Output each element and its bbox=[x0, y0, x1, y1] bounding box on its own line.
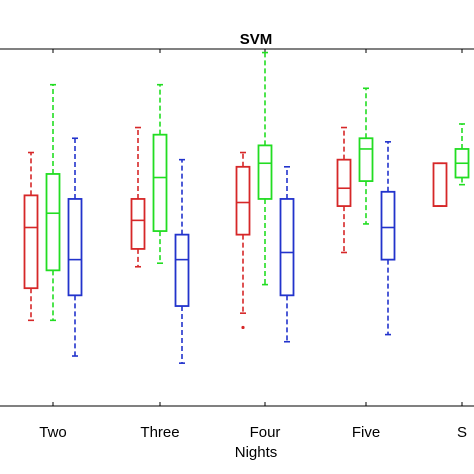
box-four-0 bbox=[235, 151, 251, 330]
box-iqr bbox=[45, 173, 61, 272]
box-five-1 bbox=[358, 87, 374, 225]
x-axis-label: Nights bbox=[235, 444, 278, 461]
box-three-2 bbox=[174, 158, 190, 364]
chart-title: SVM bbox=[240, 31, 273, 48]
outlier-point bbox=[241, 325, 245, 330]
box-iqr bbox=[235, 165, 251, 236]
box-iqr bbox=[279, 198, 295, 297]
box-iqr bbox=[380, 190, 396, 261]
x-tick-label: Five bbox=[352, 424, 380, 441]
box-iqr bbox=[257, 144, 273, 200]
box-iqr bbox=[432, 162, 448, 207]
box-iqr bbox=[336, 158, 352, 207]
box-iqr bbox=[23, 194, 39, 290]
box-two-2 bbox=[67, 137, 83, 357]
x-tick-label: Two bbox=[39, 424, 67, 441]
box-s-0 bbox=[432, 162, 448, 207]
box-three-0 bbox=[130, 126, 146, 268]
box-iqr bbox=[130, 198, 146, 250]
box-five-2 bbox=[380, 141, 396, 336]
x-tick-label: Four bbox=[250, 424, 281, 441]
box-five-0 bbox=[336, 126, 352, 254]
box-iqr bbox=[174, 233, 190, 307]
box-iqr bbox=[358, 137, 374, 182]
plot-area bbox=[0, 48, 474, 407]
box-two-1 bbox=[45, 83, 61, 322]
box-iqr bbox=[67, 198, 83, 297]
box-three-1 bbox=[152, 83, 168, 265]
box-four-2 bbox=[279, 166, 295, 343]
x-tick-label: Three bbox=[140, 424, 179, 441]
box-iqr bbox=[152, 133, 168, 232]
box-four-1 bbox=[257, 51, 273, 286]
x-tick-label: S bbox=[457, 424, 467, 441]
box-two-0 bbox=[23, 151, 39, 322]
box-s-1 bbox=[454, 123, 470, 186]
